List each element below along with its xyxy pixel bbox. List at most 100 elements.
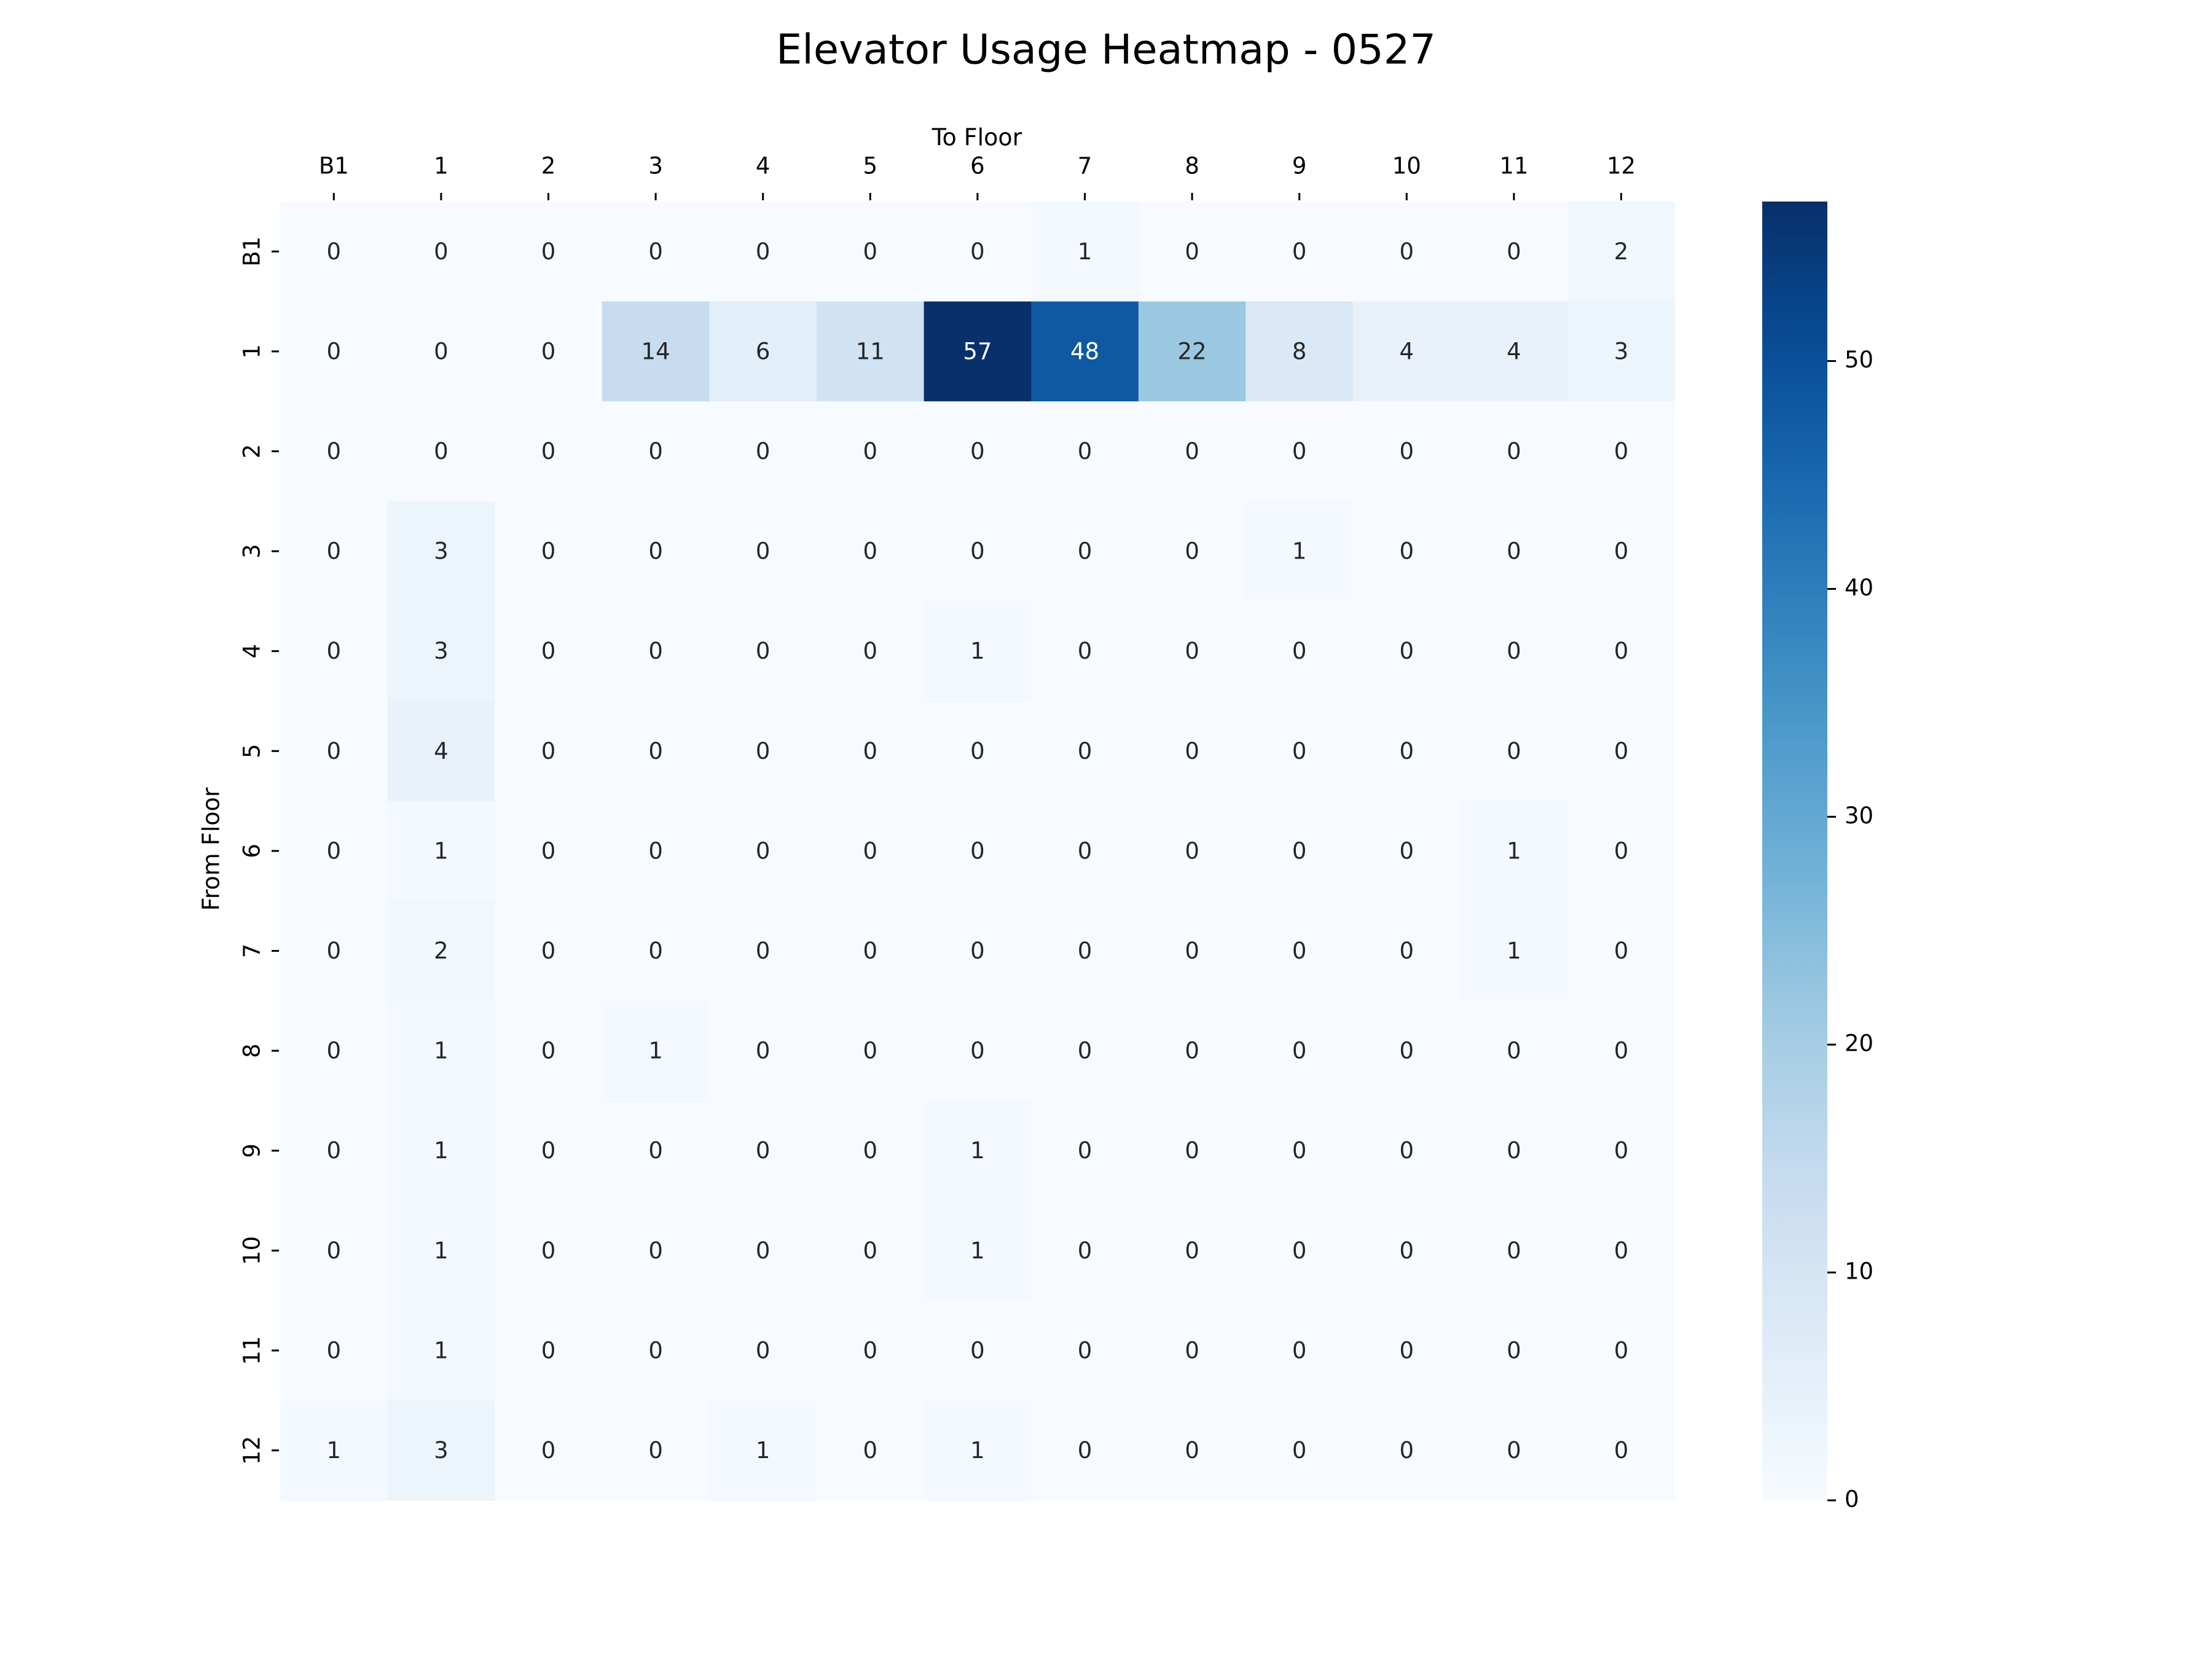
cell-value-B1-11: 0 xyxy=(1507,238,1521,265)
cell-value-3-4: 0 xyxy=(756,538,771,565)
cell-value-8-4: 0 xyxy=(756,1038,771,1064)
cell-value-1-B1: 0 xyxy=(327,338,342,364)
heatmap-cell-8-10 xyxy=(1353,1000,1461,1101)
heatmap-cell-7-5 xyxy=(817,901,925,1002)
heatmap-cell-5-B1 xyxy=(280,701,388,802)
colorbar-tick-label-20: 20 xyxy=(1845,1030,1873,1057)
heatmap-cell-4-11 xyxy=(1460,601,1568,702)
cell-value-7-4: 0 xyxy=(756,938,771,964)
cell-value-B1-12: 2 xyxy=(1614,238,1629,265)
cell-value-3-6: 0 xyxy=(970,538,985,565)
cell-value-6-8: 0 xyxy=(1185,837,1199,864)
heatmap-cell-8-8 xyxy=(1138,1000,1246,1101)
heatmap-cell-2-9 xyxy=(1245,401,1354,502)
heatmap-cell-6-B1 xyxy=(280,801,388,901)
cell-value-B1-3: 0 xyxy=(648,238,663,265)
cell-value-B1-9: 0 xyxy=(1292,238,1307,265)
cell-value-1-4: 6 xyxy=(756,338,771,364)
colorbar-tick-label-10: 10 xyxy=(1845,1258,1873,1284)
cell-value-4-3: 0 xyxy=(648,638,663,664)
heatmap-cell-9-7 xyxy=(1031,1100,1139,1201)
cell-value-8-2: 0 xyxy=(541,1038,556,1064)
cell-value-7-8: 0 xyxy=(1185,938,1199,964)
cell-value-5-9: 0 xyxy=(1292,738,1307,764)
cell-value-1-2: 0 xyxy=(541,338,556,364)
cell-value-2-5: 0 xyxy=(863,438,878,465)
heatmap-cell-4-7 xyxy=(1031,601,1139,702)
cell-value-7-2: 0 xyxy=(541,938,556,964)
cell-value-10-2: 0 xyxy=(541,1237,556,1264)
cell-value-9-10: 0 xyxy=(1400,1137,1414,1164)
cell-value-11-1: 1 xyxy=(434,1337,449,1363)
y-tick-label-1: 1 xyxy=(239,344,265,359)
heatmap-cell-3-6 xyxy=(924,501,1032,602)
heatmap-cell-1-9 xyxy=(1245,301,1354,402)
cell-value-6-4: 0 xyxy=(756,837,771,864)
cell-value-1-3: 14 xyxy=(641,338,670,364)
heatmap-cell-6-3 xyxy=(602,801,710,901)
x-tick-label-9: 9 xyxy=(1292,153,1307,179)
y-tick-label-2: 2 xyxy=(239,444,265,459)
cell-value-11-12: 0 xyxy=(1614,1337,1629,1363)
x-axis-ticks: B1 1 2 3 4 5 6 7 8 9 10 11 12 xyxy=(319,153,1636,200)
cell-value-12-8: 0 xyxy=(1185,1437,1199,1464)
x-tick-label-12: 12 xyxy=(1607,153,1636,179)
cell-value-9-2: 0 xyxy=(541,1137,556,1164)
heatmap-cell-7-3 xyxy=(602,901,710,1002)
heatmap-cell-3-7 xyxy=(1031,501,1139,602)
heatmap-cell-2-12 xyxy=(1567,401,1676,502)
heatmap-cell-8-11 xyxy=(1460,1000,1568,1101)
heatmap-cell-8-1 xyxy=(387,1000,495,1101)
y-tick-label-9: 9 xyxy=(239,1143,265,1158)
heatmap-cell-11-9 xyxy=(1245,1300,1354,1401)
cell-value-B1-B1: 0 xyxy=(327,238,342,265)
y-tick-label-4: 4 xyxy=(239,644,265,659)
heatmap-cell-1-3 xyxy=(602,301,710,402)
x-tick-label-5: 5 xyxy=(863,153,878,179)
heatmap-cell-1-2 xyxy=(495,301,603,402)
colorbar-tick-label-0: 0 xyxy=(1845,1486,1859,1512)
colorbar-tick-label-40: 40 xyxy=(1845,575,1873,601)
heatmap-cell-4-9 xyxy=(1245,601,1354,702)
heatmap-cell-11-8 xyxy=(1138,1300,1246,1401)
cell-value-8-5: 0 xyxy=(863,1038,878,1064)
heatmap-cell-1-6 xyxy=(924,301,1032,402)
x-tick-label-6: 6 xyxy=(970,153,985,179)
cell-value-11-3: 0 xyxy=(648,1337,663,1363)
cell-value-9-B1: 0 xyxy=(327,1137,342,1164)
heatmap-cell-8-3 xyxy=(602,1000,710,1101)
heatmap-cell-3-2 xyxy=(495,501,603,602)
x-tick-label-1: 1 xyxy=(434,153,449,179)
heatmap-cell-9-4 xyxy=(709,1100,817,1201)
cell-value-10-8: 0 xyxy=(1185,1237,1199,1264)
heatmap-cell-6-1 xyxy=(387,801,495,901)
heatmap-cell-9-1 xyxy=(387,1100,495,1201)
cell-value-6-10: 0 xyxy=(1400,837,1414,864)
cell-value-3-12: 0 xyxy=(1614,538,1629,565)
heatmap-cell-8-9 xyxy=(1245,1000,1354,1101)
cell-value-2-6: 0 xyxy=(970,438,985,465)
cell-value-4-4: 0 xyxy=(756,638,771,664)
x-tick-label-2: 2 xyxy=(541,153,556,179)
cell-value-2-7: 0 xyxy=(1078,438,1092,465)
x-tick-label-11: 11 xyxy=(1499,153,1528,179)
cell-value-4-6: 1 xyxy=(970,638,985,664)
colorbar: 0 10 20 30 40 50 xyxy=(1762,202,1873,1512)
heatmap-cell-4-2 xyxy=(495,601,603,702)
cell-value-1-12: 3 xyxy=(1614,338,1629,364)
cell-value-3-5: 0 xyxy=(863,538,878,565)
cell-value-4-12: 0 xyxy=(1614,638,1629,664)
cell-value-10-6: 1 xyxy=(970,1237,985,1264)
heatmap-cell-7-11 xyxy=(1460,901,1568,1002)
heatmap-cell-B1-3 xyxy=(602,202,710,302)
heatmap-cell-7-10 xyxy=(1353,901,1461,1002)
cell-value-11-8: 0 xyxy=(1185,1337,1199,1363)
heatmap-cell-7-12 xyxy=(1567,901,1676,1002)
cell-value-5-1: 4 xyxy=(434,738,449,764)
heatmap-cell-3-3 xyxy=(602,501,710,602)
heatmap-cell-10-B1 xyxy=(280,1201,388,1301)
heatmap-cell-6-11 xyxy=(1460,801,1568,901)
cell-value-B1-6: 0 xyxy=(970,238,985,265)
cell-value-10-11: 0 xyxy=(1507,1237,1521,1264)
